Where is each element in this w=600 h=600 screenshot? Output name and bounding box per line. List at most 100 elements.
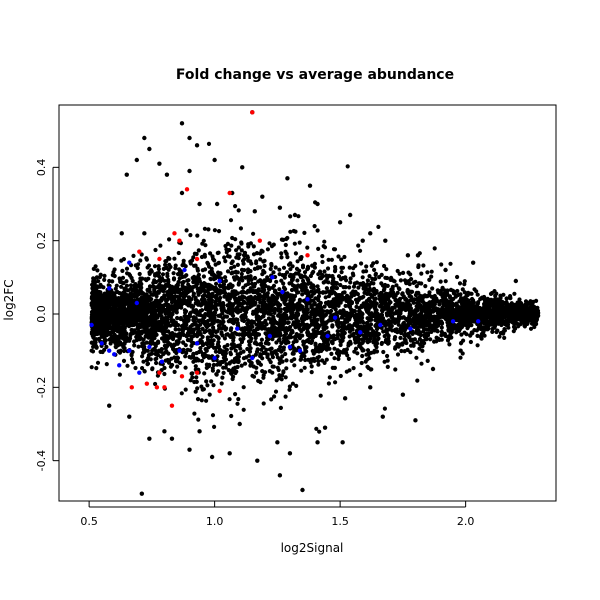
- x-tick-label: 0.5: [80, 515, 98, 528]
- data-point: [172, 231, 177, 236]
- data-point: [194, 256, 200, 262]
- y-axis: -0.4 -0.2 0.0 0.2 0.4: [35, 159, 59, 471]
- data-point: [117, 363, 122, 368]
- data-point: [378, 322, 383, 328]
- data-point: [250, 110, 255, 115]
- data-point: [179, 121, 185, 126]
- data-point: [129, 385, 134, 390]
- data-point: [164, 172, 170, 177]
- data-point: [184, 187, 190, 192]
- y-tick-label: -0.2: [35, 377, 48, 398]
- data-point: [177, 348, 182, 353]
- data-point: [513, 278, 519, 284]
- data-point: [194, 370, 200, 375]
- data-point: [287, 451, 293, 456]
- data-point: [127, 260, 132, 265]
- series-2: [129, 110, 310, 408]
- data-point: [162, 385, 167, 390]
- data-point: [212, 157, 217, 163]
- plot-frame: [58, 104, 557, 502]
- data-point: [142, 231, 147, 236]
- data-point: [139, 491, 145, 496]
- data-point: [257, 238, 263, 243]
- data-point: [235, 326, 240, 331]
- data-points: [89, 110, 536, 496]
- data-point: [154, 385, 160, 390]
- data-point: [430, 366, 436, 372]
- data-point: [250, 355, 255, 361]
- x-tick-label: 2.0: [457, 515, 475, 528]
- data-point: [119, 231, 124, 236]
- data-point: [252, 209, 257, 214]
- data-point: [315, 201, 320, 207]
- data-point: [217, 278, 222, 284]
- data-point: [405, 253, 411, 258]
- data-point: [267, 333, 273, 339]
- data-point: [137, 370, 142, 375]
- data-point: [292, 212, 298, 218]
- data-point: [277, 205, 283, 210]
- y-axis-label: log2FC: [2, 279, 16, 320]
- data-point: [340, 440, 345, 445]
- series-0: [107, 110, 536, 496]
- data-point: [337, 220, 343, 225]
- data-point: [187, 135, 192, 141]
- data-point: [347, 212, 353, 218]
- series-1: [89, 260, 481, 375]
- data-point: [124, 172, 129, 177]
- data-point: [270, 275, 275, 280]
- data-point: [408, 326, 413, 331]
- data-point: [227, 190, 232, 196]
- data-point: [358, 330, 363, 335]
- y-tick-label: 0.4: [35, 159, 48, 177]
- data-point: [147, 146, 152, 152]
- data-point: [305, 253, 310, 258]
- data-point: [297, 348, 303, 353]
- x-axis: 0.5 1.0 1.5 2.0: [80, 501, 474, 528]
- data-point: [325, 333, 330, 339]
- data-point: [503, 300, 508, 306]
- data-point: [194, 341, 200, 346]
- data-point: [112, 352, 117, 357]
- data-point: [368, 385, 373, 390]
- data-point: [162, 429, 167, 434]
- data-point: [287, 344, 293, 350]
- data-point: [342, 396, 348, 401]
- data-point: [531, 311, 536, 317]
- data-point: [285, 176, 290, 181]
- data-point: [142, 135, 147, 141]
- data-point: [450, 319, 456, 324]
- data-point: [187, 447, 192, 452]
- y-tick-label: 0.2: [35, 232, 48, 250]
- data-point: [227, 451, 232, 456]
- data-point: [368, 231, 373, 236]
- data-point: [255, 458, 260, 463]
- data-point: [107, 403, 112, 408]
- data-point: [134, 300, 140, 306]
- dense-point-cloud: [89, 141, 541, 434]
- data-point: [159, 359, 165, 364]
- data-point: [209, 454, 215, 460]
- data-point: [307, 183, 313, 188]
- data-point: [315, 440, 320, 445]
- data-point: [107, 286, 112, 291]
- y-tick-label: -0.4: [35, 450, 48, 471]
- cloud-points: [89, 141, 541, 434]
- data-point: [415, 253, 421, 258]
- data-point: [280, 289, 285, 295]
- data-point: [214, 201, 220, 207]
- data-point: [380, 414, 386, 419]
- data-point: [413, 418, 418, 423]
- data-point: [277, 473, 283, 478]
- data-point: [157, 256, 162, 262]
- data-point: [332, 315, 338, 320]
- data-point: [197, 201, 202, 207]
- data-point: [458, 348, 463, 353]
- chart-title: Fold change vs average abundance: [176, 67, 454, 83]
- data-point: [147, 344, 152, 350]
- data-point: [169, 403, 175, 408]
- data-point: [322, 425, 328, 430]
- data-point: [300, 487, 305, 493]
- data-point: [475, 319, 481, 324]
